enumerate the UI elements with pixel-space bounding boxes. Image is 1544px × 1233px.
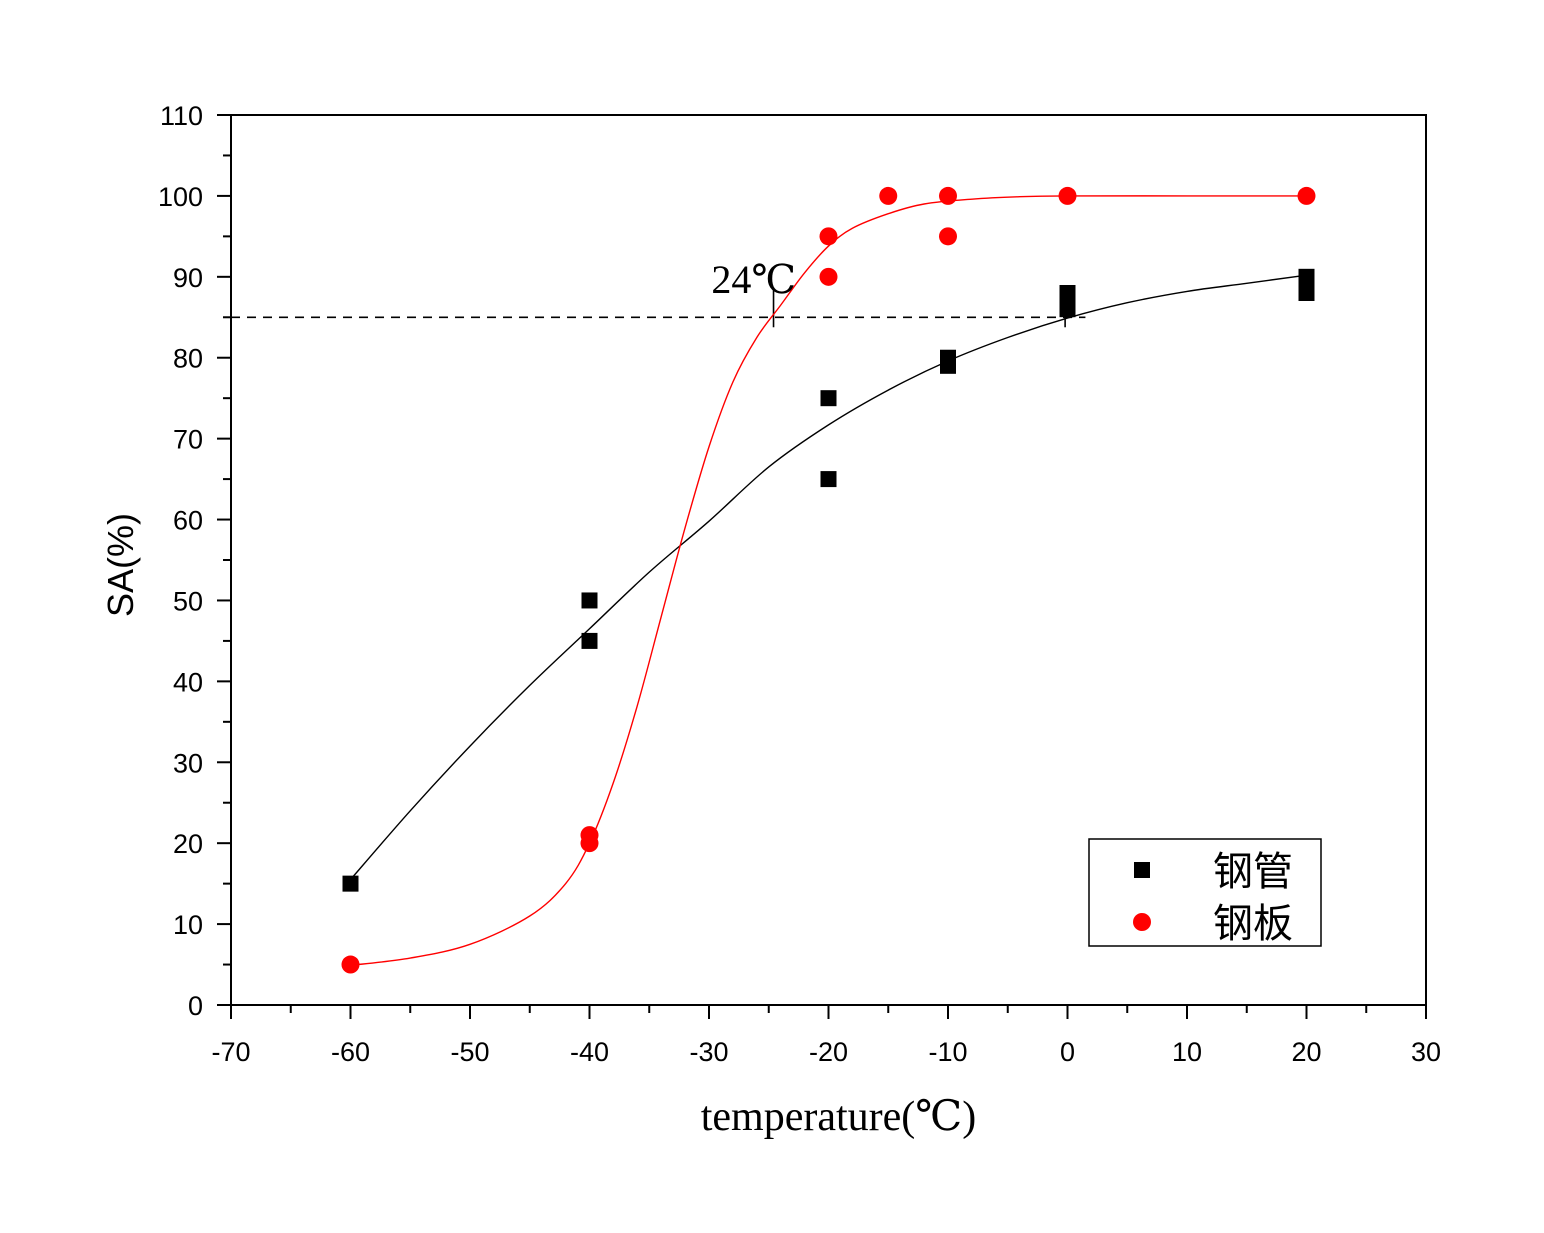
- data-point-circle: [341, 955, 360, 974]
- x-axis-label: temperature(℃): [701, 1094, 977, 1140]
- data-point-square: [581, 632, 598, 649]
- data-point-circle: [879, 186, 898, 205]
- y-tick-label: 80: [173, 344, 203, 374]
- x-tick-label: -70: [211, 1037, 250, 1067]
- data-point-circle: [819, 267, 838, 286]
- legend-marker-steel-plate: [1133, 913, 1151, 931]
- x-tick-label: -60: [331, 1037, 370, 1067]
- data-point-square: [820, 471, 837, 488]
- y-tick-label: 110: [160, 101, 203, 131]
- x-tick-label: 10: [1172, 1037, 1202, 1067]
- legend-box: [1088, 838, 1322, 947]
- data-point-circle: [819, 227, 838, 246]
- data-point-square: [342, 875, 359, 892]
- axis-ticks: [217, 114, 1427, 1019]
- data-points: [341, 186, 1316, 974]
- annotation-24c: 24℃: [711, 257, 796, 302]
- data-point-circle: [939, 186, 957, 205]
- y-tick-label: 60: [173, 506, 203, 536]
- legend-marker-steel-pipe: [1134, 862, 1150, 878]
- x-tick-label: -10: [928, 1037, 967, 1067]
- fit-curve-steel-pipe: [349, 274, 1307, 881]
- data-point-circle: [580, 834, 599, 853]
- y-tick-label: 40: [173, 667, 203, 697]
- x-tick-label: 30: [1411, 1037, 1441, 1067]
- y-tick-label: 90: [173, 263, 203, 293]
- data-point-circle: [1297, 186, 1316, 205]
- x-tick-label: -20: [809, 1037, 848, 1067]
- x-tick-label: 0: [1060, 1037, 1075, 1067]
- y-tick-label: 0: [188, 991, 203, 1021]
- y-tick-label: 70: [173, 425, 203, 455]
- legend-label-steel-pipe: 钢管: [1213, 849, 1293, 895]
- legend: 钢管 钢板: [1088, 838, 1322, 947]
- fit-curves: [349, 195, 1307, 967]
- x-tick-label: -50: [450, 1037, 489, 1067]
- tick-labels: -70 -60 -50 -40 -30 -20 -10 0 10 20 30 0 10 20 30 40 50 6…: [158, 101, 1441, 1067]
- legend-label-steel-plate: 钢板: [1213, 901, 1293, 947]
- y-tick-label: 30: [173, 748, 203, 778]
- data-point-circle: [939, 227, 957, 246]
- data-point-circle: [1058, 186, 1077, 205]
- x-tick-label: 20: [1291, 1037, 1321, 1067]
- data-point-square: [1298, 285, 1315, 301]
- x-tick-label: -40: [570, 1037, 609, 1067]
- x-tick-label: -30: [689, 1037, 728, 1067]
- fit-curve-steel-plate: [350, 195, 1307, 967]
- reference-line-group: [231, 289, 1086, 328]
- data-point-square: [820, 390, 837, 407]
- data-point-square: [1059, 301, 1076, 318]
- y-tick-label: 50: [173, 586, 203, 616]
- y-tick-label: 100: [158, 182, 203, 212]
- y-axis-label: SA(%): [100, 513, 141, 617]
- y-tick-label: 20: [173, 829, 203, 859]
- y-tick-label: 10: [173, 910, 203, 940]
- plot-frame: [230, 114, 1427, 1006]
- data-point-square: [581, 592, 598, 609]
- data-point-square: [940, 357, 956, 374]
